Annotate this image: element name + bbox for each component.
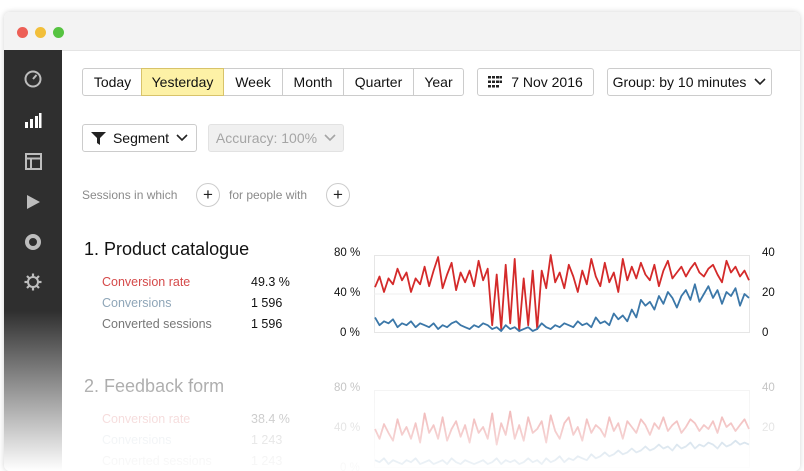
- metric-value: 1 243: [251, 433, 283, 447]
- series-line-conversions: [374, 283, 750, 332]
- metric-value: 1 243: [251, 454, 283, 468]
- y-right-tick: 40: [762, 247, 775, 259]
- maximize-window-button[interactable]: [53, 27, 64, 38]
- y-left-tick: 80 %: [334, 382, 361, 394]
- y-right-tick: 20: [762, 422, 775, 434]
- chevron-down-icon: [176, 134, 188, 142]
- date-label: 7 Nov 2016: [511, 74, 583, 90]
- people-filter-label: for people with: [229, 188, 308, 202]
- date-picker-button[interactable]: 7 Nov 2016: [477, 68, 594, 96]
- product-catalogue-chart: [374, 254, 750, 333]
- group-select[interactable]: Group: by 10 minutes: [607, 68, 772, 96]
- metric-label: Converted sessions: [102, 454, 212, 468]
- y-right-tick: 40: [762, 382, 775, 394]
- metric-value: 38.4 %: [251, 412, 290, 426]
- donut-icon[interactable]: [23, 232, 43, 252]
- segment-button[interactable]: Segment: [82, 124, 197, 152]
- y-right-tick: 20: [762, 287, 775, 299]
- section-name: Product catalogue: [104, 239, 250, 259]
- sessions-filter-label: Sessions in which: [82, 188, 178, 202]
- y-left-tick: 0 %: [340, 327, 360, 339]
- accuracy-select[interactable]: Accuracy: 100%: [208, 124, 344, 152]
- play-icon[interactable]: [23, 192, 43, 212]
- series-line-conversion-rate: [374, 410, 750, 446]
- tab-year[interactable]: Year: [413, 68, 464, 96]
- metric-label: Conversion rate: [102, 412, 191, 426]
- metric-label: Conversions: [102, 433, 172, 447]
- sidebar: [4, 50, 62, 471]
- minimize-window-button[interactable]: [35, 27, 46, 38]
- app-window: Today Yesterday Week Month Quarter Year …: [4, 12, 800, 471]
- chevron-down-icon: [754, 78, 766, 86]
- metric-value: 1 596: [251, 317, 283, 331]
- metric-value: 49.3 %: [251, 275, 290, 289]
- page-layout-icon[interactable]: [23, 151, 43, 171]
- section-number: 1.: [84, 239, 100, 259]
- section-1-title: 1. Product catalogue: [84, 239, 249, 260]
- group-label: Group: by 10 minutes: [612, 74, 747, 90]
- chevron-down-icon: [324, 134, 336, 142]
- tab-today[interactable]: Today: [82, 68, 143, 96]
- y-left-tick: 0 %: [340, 462, 360, 471]
- main-content: Today Yesterday Week Month Quarter Year …: [62, 50, 800, 471]
- tab-yesterday[interactable]: Yesterday: [141, 68, 224, 96]
- calendar-icon: [488, 76, 503, 88]
- section-number: 2.: [84, 376, 100, 396]
- series-line-conversion-rate: [374, 254, 750, 332]
- series-line-conversions: [374, 439, 750, 465]
- reports-icon[interactable]: [23, 110, 43, 130]
- funnel-icon: [90, 131, 106, 145]
- add-people-condition-button[interactable]: +: [326, 183, 350, 207]
- add-session-condition-button[interactable]: +: [196, 183, 220, 207]
- dashboard-icon[interactable]: [23, 69, 43, 89]
- section-2: 2. Feedback form Conversion rate 38.4 % …: [62, 50, 800, 471]
- metric-label: Converted sessions: [102, 317, 212, 331]
- title-bar: [4, 12, 800, 51]
- y-left-tick: 40 %: [334, 422, 361, 434]
- settings-icon[interactable]: [23, 272, 43, 292]
- metric-label: Conversion rate: [102, 275, 191, 289]
- section-2-title: 2. Feedback form: [84, 376, 224, 397]
- close-window-button[interactable]: [17, 27, 28, 38]
- y-left-tick: 80 %: [334, 247, 361, 259]
- segment-label: Segment: [112, 130, 170, 146]
- metric-value: 1 596: [251, 296, 283, 310]
- y-left-tick: 40 %: [334, 287, 361, 299]
- accuracy-label: Accuracy: 100%: [215, 130, 318, 146]
- section-name: Feedback form: [104, 376, 225, 396]
- feedback-form-chart: [374, 390, 750, 468]
- y-right-tick: 0: [762, 327, 769, 339]
- metric-label: Conversions: [102, 296, 172, 310]
